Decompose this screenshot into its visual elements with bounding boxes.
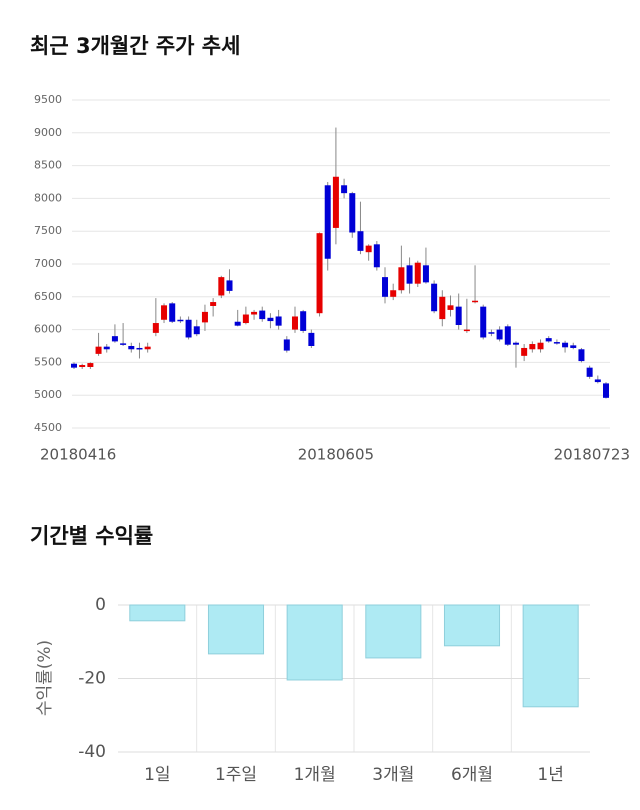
y-tick-label: 8000 — [34, 191, 62, 204]
candle-body — [120, 343, 127, 345]
candle-body — [300, 311, 307, 331]
candle-body — [169, 303, 176, 322]
chart-title: 최근 3개월간 주가 추세 — [30, 34, 240, 58]
candle-body — [431, 283, 438, 312]
bar — [207, 604, 265, 655]
y-tick-label: 9500 — [34, 93, 62, 106]
x-tick-label: 1일 — [144, 765, 170, 785]
candle-body — [463, 329, 470, 332]
candle-body — [324, 185, 331, 259]
candle-body — [480, 306, 487, 338]
candle-body — [87, 363, 94, 367]
candle-body — [185, 319, 192, 338]
y-tick-label: 7000 — [34, 257, 62, 270]
candle-body — [95, 346, 102, 354]
y-tick-label: 5000 — [34, 388, 62, 401]
x-tick-label: 1년 — [537, 765, 563, 785]
candle-body — [226, 280, 233, 291]
bar — [286, 604, 343, 681]
candle-body — [316, 233, 323, 314]
candle-body — [291, 316, 298, 330]
candle-body — [136, 347, 143, 350]
candle-body — [308, 332, 315, 346]
y-tick-label: -40 — [78, 742, 106, 762]
candle-body — [275, 316, 282, 326]
candle-body — [447, 305, 454, 310]
candle-body — [341, 185, 348, 194]
x-tick-label: 20180723 — [554, 446, 630, 464]
bar — [129, 604, 186, 622]
candle-body — [472, 300, 479, 303]
y-tick-label: 6000 — [34, 323, 62, 336]
candle-body — [512, 342, 519, 345]
candle-body — [201, 311, 208, 323]
candle-body — [545, 338, 552, 342]
candle-body — [504, 326, 511, 345]
candle-body — [570, 345, 577, 348]
x-tick-label: 20180605 — [298, 446, 374, 464]
candle-body — [529, 344, 536, 350]
candle-body — [210, 302, 217, 306]
chart-title: 기간별 수익률 — [30, 524, 153, 548]
x-tick-label: 3개월 — [372, 765, 414, 785]
candle-body — [283, 339, 290, 351]
candle-body — [488, 332, 495, 334]
candle-body — [193, 326, 200, 335]
candle-body — [414, 262, 421, 284]
candle-body — [218, 277, 225, 296]
x-tick-label: 20180416 — [40, 446, 116, 464]
candle-body — [259, 310, 266, 320]
candle-body — [521, 347, 528, 356]
candle-body — [152, 323, 159, 333]
bar — [443, 604, 501, 647]
y-tick-label: -20 — [78, 669, 106, 689]
candle-body — [562, 342, 569, 348]
candle-body — [373, 244, 380, 268]
y-tick-label: 6500 — [34, 290, 62, 303]
candle-body — [398, 267, 405, 291]
candle-body — [103, 346, 110, 350]
candle-body — [111, 336, 118, 342]
candle-body — [455, 306, 462, 326]
bar — [365, 604, 422, 659]
y-tick-label: 5500 — [34, 355, 62, 368]
candle-body — [422, 265, 429, 283]
y-tick-label: 4500 — [34, 421, 62, 434]
candle-body — [349, 193, 356, 233]
candle-body — [390, 290, 397, 297]
y-axis-title: 수익률(%) — [35, 640, 55, 716]
candle-body — [365, 245, 372, 253]
candle-body — [332, 176, 339, 228]
candle-body — [177, 319, 184, 322]
candle-body — [128, 346, 135, 350]
bar — [522, 604, 579, 708]
candle-body — [144, 346, 151, 350]
candle-body — [267, 317, 274, 322]
candle-body — [161, 305, 168, 320]
y-tick-label: 0 — [95, 595, 106, 615]
candle-body — [71, 363, 77, 368]
candle-body — [357, 231, 364, 251]
candle-body — [234, 321, 241, 326]
candle-body — [439, 296, 446, 320]
y-tick-label: 9000 — [34, 126, 62, 139]
x-tick-label: 6개월 — [451, 765, 493, 785]
candle-body — [406, 265, 413, 284]
x-tick-label: 1주일 — [215, 765, 257, 785]
candle-body — [79, 365, 86, 367]
candle-body — [594, 379, 601, 383]
y-tick-label: 7500 — [34, 224, 62, 237]
candle-body — [578, 349, 585, 362]
candle-body — [586, 367, 593, 377]
candle-body — [242, 314, 249, 324]
candle-body — [603, 383, 609, 398]
x-tick-label: 1개월 — [294, 765, 336, 785]
candle-body — [382, 277, 389, 297]
candle-body — [537, 342, 544, 350]
y-tick-label: 8500 — [34, 159, 62, 172]
candle-body — [251, 311, 258, 315]
candle-body — [496, 329, 503, 340]
candle-body — [553, 342, 560, 344]
